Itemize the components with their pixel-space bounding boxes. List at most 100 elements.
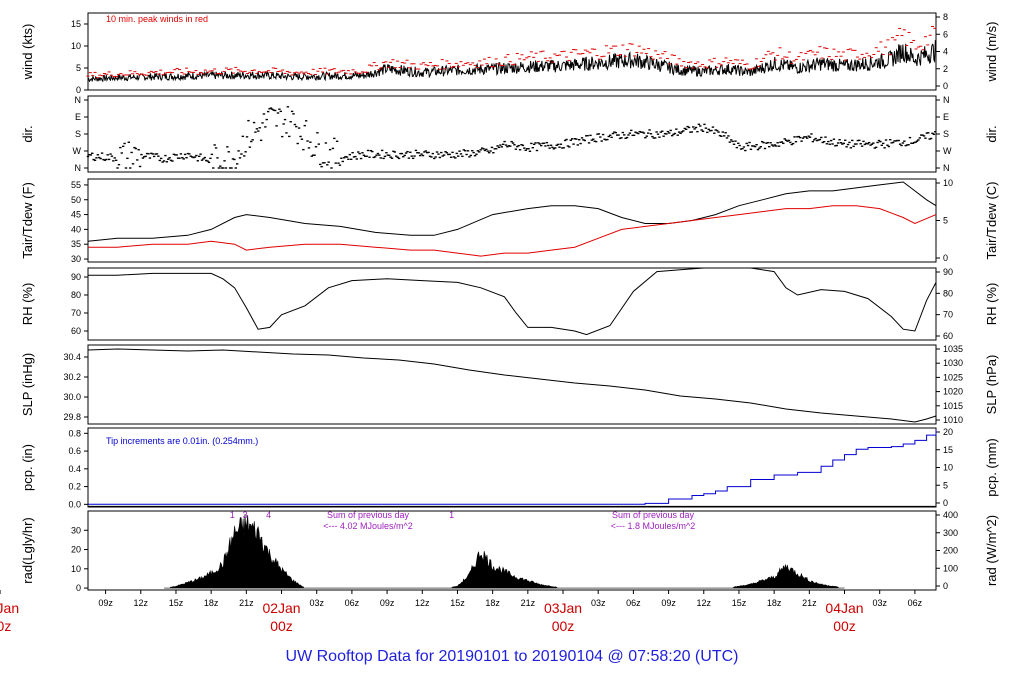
- slp-line: [87, 348, 937, 423]
- dir-ytick-label-left: N: [75, 95, 82, 105]
- hour-tick-label: 03z: [591, 598, 606, 608]
- pcp-ytick-label-right: 10: [943, 463, 953, 473]
- slp-ytick-label-right: 1010: [943, 415, 963, 425]
- rad-ylabel-left: rad(Lgly/hr): [20, 517, 35, 583]
- rh-ytick-label-left: 60: [71, 326, 81, 336]
- wind-ytick-label-left: 10: [71, 41, 81, 51]
- slp-ytick-label-left: 30.4: [63, 352, 81, 362]
- wind-ytick-label-right: 2: [943, 64, 948, 74]
- dir-ytick-label-left: W: [73, 146, 82, 156]
- chart-title: UW Rooftop Data for 20190101 to 20190104…: [285, 648, 739, 665]
- rad-ytick-label-left: 10: [71, 564, 81, 574]
- pcp-line: [88, 429, 937, 505]
- slp-ytick-label-left: 29.8: [63, 412, 81, 422]
- rh-ytick-label-left: 70: [71, 308, 81, 318]
- peak-wind-series: [86, 25, 937, 79]
- hour-tick-label: 15z: [450, 598, 465, 608]
- pcp-ytick-label-left: 0.8: [68, 428, 81, 438]
- date-tick-hour-label: 00z: [833, 618, 856, 634]
- rad-ytick-label-right: 0: [943, 581, 948, 591]
- dir-ylabel-left: dir.: [20, 125, 35, 142]
- hour-tick-label: 21z: [802, 598, 817, 608]
- pcp-ylabel-right: pcp. (mm): [984, 438, 999, 497]
- temp-ytick-label-right: 0: [943, 253, 948, 263]
- pcp-ylabel-left: pcp. (in): [20, 444, 35, 491]
- pcp-ytick-label-right: 0: [943, 498, 948, 508]
- slp-ytick-label-left: 30.2: [63, 372, 81, 382]
- tdew-line: [88, 205, 937, 257]
- rh-ytick-label-right: 70: [943, 310, 953, 320]
- temp-ylabel-right: Tair/Tdew (C): [984, 181, 999, 259]
- dir-ylabel-right: dir.: [984, 125, 999, 142]
- rh-line: [88, 267, 937, 336]
- rad-ytick-label-right: 200: [943, 546, 958, 556]
- hour-tick-label: 06z: [908, 598, 923, 608]
- dir-ytick-label-right: W: [943, 146, 952, 156]
- pcp-ytick-label-left: 0.4: [68, 464, 81, 474]
- date-tick-hour-label: 00z: [552, 618, 575, 634]
- pcp-ytick-label-right: 15: [943, 445, 953, 455]
- rad-note-day1-value: <--- 4.02 MJoules/m^2: [323, 521, 413, 531]
- hour-tick-label: 09z: [661, 598, 676, 608]
- wind-ytick-label-left: 15: [71, 19, 81, 29]
- rh-ytick-label-left: 90: [71, 272, 81, 282]
- rh-ylabel-right: RH (%): [984, 283, 999, 326]
- hour-tick-label: 18z: [767, 598, 782, 608]
- date-tick-label: 02Jan: [262, 600, 300, 616]
- rad-ytick-label-left: 20: [71, 545, 81, 555]
- dir-series: [86, 106, 937, 169]
- dir-ytick-label-right: S: [943, 129, 949, 139]
- hour-tick-label: 03z: [309, 598, 324, 608]
- wind-ytick-label-right: 6: [943, 29, 948, 39]
- hour-tick-label: 03z: [872, 598, 887, 608]
- rad-top-marker: 3: [243, 510, 248, 520]
- wind-note: 10 min. peak winds in red: [106, 14, 208, 24]
- slp-ytick-label-right: 1030: [943, 358, 963, 368]
- temp-ytick-label-left: 35: [71, 239, 81, 249]
- rad-ytick-label-left: 30: [71, 525, 81, 535]
- temp-ytick-label-right: 10: [943, 178, 953, 188]
- data-layer: 10 min. peak winds in red Tip increments …: [86, 14, 937, 589]
- hour-tick-label: 09z: [98, 598, 113, 608]
- hour-tick-label: 21z: [521, 598, 536, 608]
- rad-top-marker: 1: [449, 510, 454, 520]
- wind-ylabel-right: wind (m/s): [984, 22, 999, 83]
- slp-ylabel-right: SLP (hPa): [984, 355, 999, 415]
- rad-ytick-label-right: 100: [943, 563, 958, 573]
- hour-tick-label: 09z: [380, 598, 395, 608]
- date-tick-label: 04Jan: [825, 600, 863, 616]
- rh-ytick-label-right: 90: [943, 267, 953, 277]
- dir-frame: [87, 95, 937, 173]
- hour-tick-label: 21z: [239, 598, 254, 608]
- rad-note-day2-label: Sum of previous day: [612, 510, 695, 520]
- rad-ytick-label-right: 300: [943, 528, 958, 538]
- rh-ylabel-left: RH (%): [20, 283, 35, 326]
- slp-ytick-label-right: 1015: [943, 401, 963, 411]
- slp-ytick-label-right: 1035: [943, 344, 963, 354]
- wind-ytick-label-right: 8: [943, 12, 948, 22]
- dir-ytick-label-right: N: [943, 95, 950, 105]
- temp-ytick-label-left: 50: [71, 195, 81, 205]
- date-tick-label: 01Jan: [0, 600, 19, 616]
- temp-ytick-label-left: 30: [71, 254, 81, 264]
- tair-line: [87, 181, 937, 242]
- rh-ytick-label-right: 80: [943, 288, 953, 298]
- slp-ytick-label-right: 1020: [943, 387, 963, 397]
- hour-tick-label: 18z: [204, 598, 219, 608]
- rad-top-marker: 1: [230, 510, 235, 520]
- dir-ytick-label-left: S: [75, 129, 81, 139]
- rad-note-day1-label: Sum of previous day: [327, 510, 410, 520]
- rh-ytick-label-left: 80: [71, 290, 81, 300]
- temp-ylabel-left: Tair/Tdew (F): [20, 182, 35, 259]
- temp-ytick-label-left: 45: [71, 210, 81, 220]
- date-tick-hour-label: 00z: [270, 618, 293, 634]
- rad-ytick-label-right: 400: [943, 510, 958, 520]
- slp-ylabel-left: SLP (inHg): [20, 353, 35, 416]
- wind-ytick-label-right: 4: [943, 47, 948, 57]
- hour-tick-label: 12z: [134, 598, 149, 608]
- temp-ytick-label-left: 40: [71, 224, 81, 234]
- wind-ytick-label-right: 0: [943, 81, 948, 91]
- rad-top-marker: 4: [266, 510, 271, 520]
